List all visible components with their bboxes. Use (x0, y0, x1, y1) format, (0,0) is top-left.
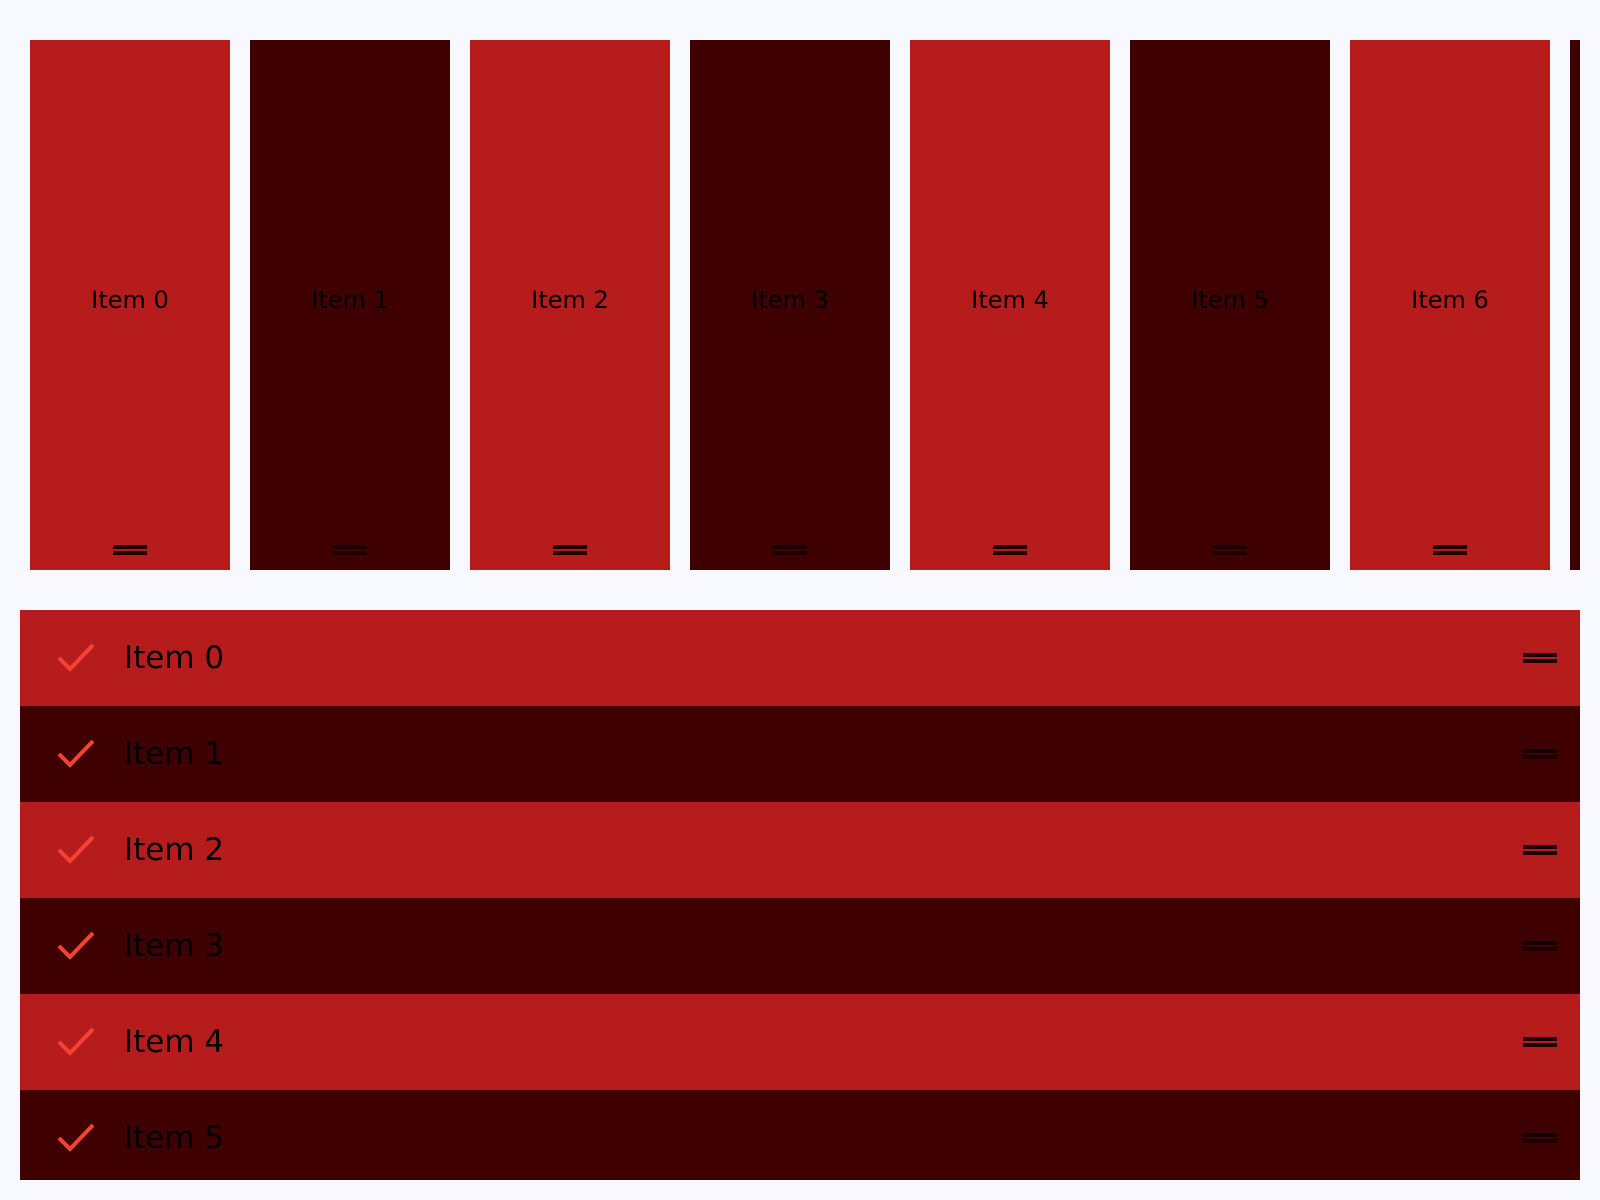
item-label: Item 1 (124, 736, 225, 772)
item-label: Item 4 (124, 1024, 225, 1060)
list-item[interactable]: Item 3 (20, 898, 1580, 994)
drag-handle-icon[interactable] (773, 544, 807, 556)
item-label: Item 0 (124, 640, 225, 676)
drag-handle-icon[interactable] (1523, 652, 1557, 664)
horizontal-list-item[interactable]: Item 1 (250, 40, 450, 570)
horizontal-list-item[interactable]: Item 2 (470, 40, 670, 570)
drag-handle-icon[interactable] (1213, 544, 1247, 556)
item-label: Item 6 (1411, 286, 1489, 314)
drag-handle-icon[interactable] (1433, 544, 1467, 556)
check-icon (57, 835, 95, 864)
horizontal-list-item[interactable]: Item 0 (30, 40, 230, 570)
drag-handle-icon[interactable] (333, 544, 367, 556)
list-item[interactable]: Item 1 (20, 706, 1580, 802)
horizontal-reorderable-list[interactable]: Item 0 Item 1 Item 2 Item 3 Item 4 Item … (0, 40, 1580, 570)
drag-handle-icon[interactable] (1523, 940, 1557, 952)
drag-handle-icon[interactable] (1523, 1132, 1557, 1144)
item-label: Item 2 (531, 286, 609, 314)
list-item[interactable]: Item 4 (20, 994, 1580, 1090)
horizontal-list-item[interactable] (1570, 40, 1580, 570)
horizontal-list-item[interactable]: Item 5 (1130, 40, 1330, 570)
vertical-reorderable-list[interactable]: Item 0 Item 1 Item 2 Item 3 Item 4 Item … (20, 610, 1580, 1180)
check-icon (57, 739, 95, 768)
item-label: Item 2 (124, 832, 225, 868)
drag-handle-icon[interactable] (553, 544, 587, 556)
horizontal-list-item[interactable]: Item 3 (690, 40, 890, 570)
drag-handle-icon[interactable] (1523, 1036, 1557, 1048)
horizontal-list-item[interactable]: Item 4 (910, 40, 1110, 570)
item-label: Item 5 (124, 1120, 225, 1156)
check-icon (57, 1123, 95, 1152)
item-label: Item 3 (124, 928, 225, 964)
drag-handle-icon[interactable] (1523, 844, 1557, 856)
drag-handle-icon[interactable] (113, 544, 147, 556)
list-item[interactable]: Item 0 (20, 610, 1580, 706)
item-label: Item 4 (971, 286, 1049, 314)
check-icon (57, 931, 95, 960)
item-label: Item 5 (1191, 286, 1269, 314)
item-label: Item 3 (751, 286, 829, 314)
check-icon (57, 643, 95, 672)
drag-handle-icon[interactable] (993, 544, 1027, 556)
list-item[interactable]: Item 5 (20, 1090, 1580, 1180)
check-icon (57, 1027, 95, 1056)
drag-handle-icon[interactable] (1523, 748, 1557, 760)
item-label: Item 1 (311, 286, 389, 314)
item-label: Item 0 (91, 286, 169, 314)
horizontal-list-item[interactable]: Item 6 (1350, 40, 1550, 570)
list-item[interactable]: Item 2 (20, 802, 1580, 898)
